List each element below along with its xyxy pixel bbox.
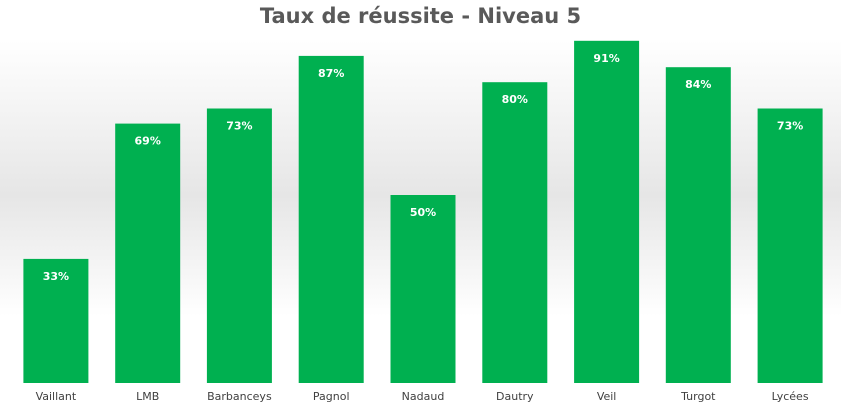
bar-lycées <box>757 108 823 383</box>
x-tick-label: Veil <box>597 390 617 403</box>
data-label: 69% <box>135 135 161 148</box>
x-tick-label: Dautry <box>496 390 534 403</box>
data-label: 80% <box>502 93 528 106</box>
x-tick-label: Pagnol <box>313 390 350 403</box>
bar-pagnol <box>298 55 364 384</box>
data-label: 50% <box>410 206 436 219</box>
x-tick-label: Turgot <box>680 390 716 403</box>
bar-dautry <box>482 82 548 383</box>
data-label: 73% <box>777 120 803 133</box>
bar-vaillant <box>23 258 89 383</box>
data-label: 87% <box>318 67 344 80</box>
data-label: 91% <box>593 52 619 65</box>
data-label: 84% <box>685 78 711 91</box>
x-tick-label: Barbanceys <box>207 390 272 403</box>
x-tick-label: Lycées <box>772 390 809 403</box>
bar-nadaud <box>390 195 456 383</box>
chart-title: Taux de réussite - Niveau 5 <box>259 4 582 28</box>
bar-veil <box>574 40 640 384</box>
x-tick-label: Vaillant <box>36 390 77 403</box>
data-label: 73% <box>226 120 252 133</box>
bar-turgot <box>665 67 731 383</box>
bar-barbanceys <box>206 108 272 383</box>
bar-lmb <box>115 123 181 383</box>
data-label: 33% <box>43 270 69 283</box>
x-tick-label: LMB <box>136 390 159 403</box>
x-tick-label: Nadaud <box>402 390 445 403</box>
